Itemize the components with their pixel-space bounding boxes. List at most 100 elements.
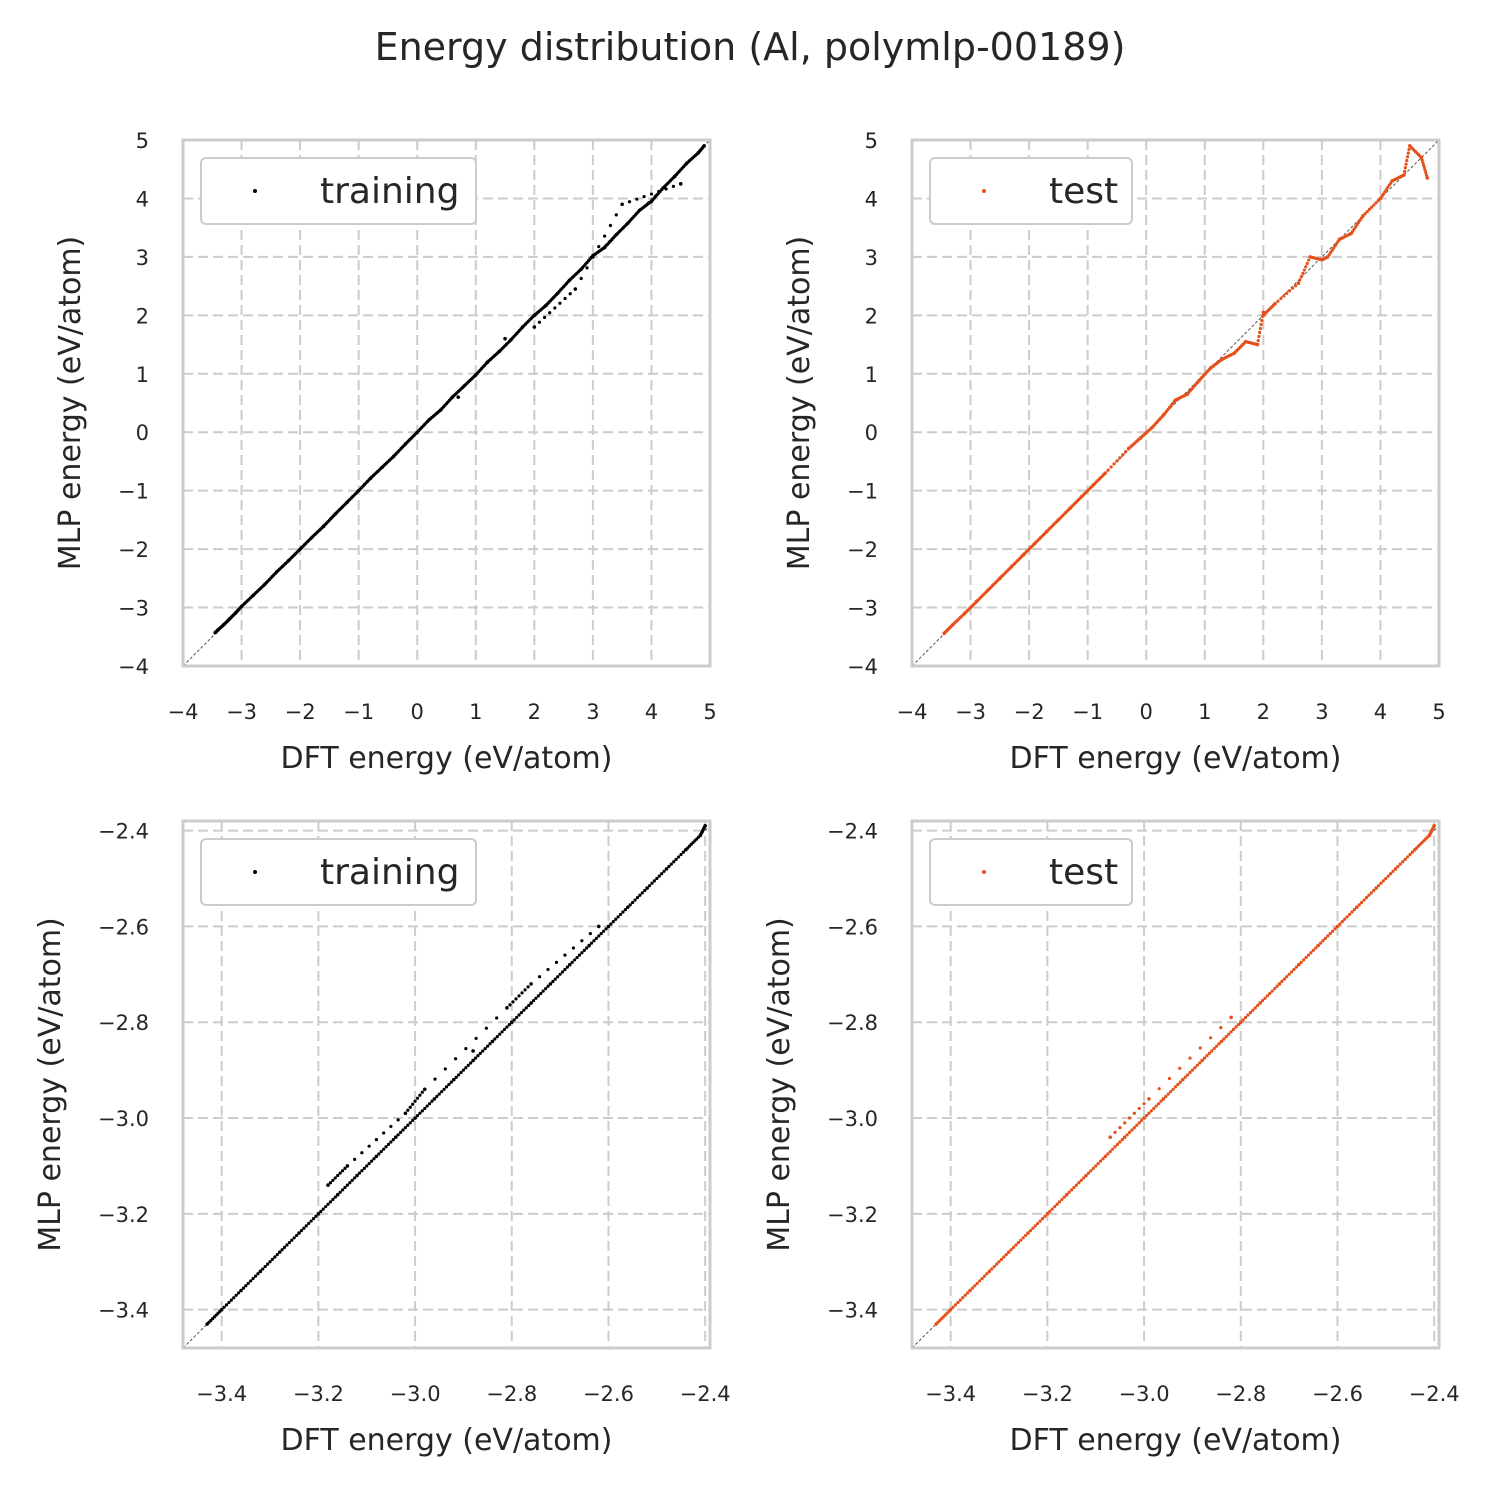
data-point bbox=[464, 1046, 468, 1051]
data-point bbox=[1396, 864, 1400, 869]
data-point bbox=[609, 922, 613, 926]
data-point bbox=[324, 1205, 328, 1209]
data-point bbox=[326, 1202, 330, 1206]
data-point bbox=[1108, 1135, 1113, 1139]
data-point bbox=[1140, 1118, 1144, 1123]
data-point bbox=[382, 1131, 386, 1135]
data-point bbox=[1288, 289, 1292, 293]
data-point bbox=[1422, 166, 1426, 170]
legend-label: training bbox=[320, 171, 459, 212]
data-point bbox=[447, 1082, 451, 1087]
data-point bbox=[464, 1066, 468, 1070]
data-point bbox=[1236, 1023, 1240, 1027]
data-point bbox=[676, 855, 681, 859]
data-point bbox=[1365, 209, 1369, 214]
data-point bbox=[367, 1161, 371, 1166]
x-tick-label: −4 bbox=[168, 700, 199, 724]
data-point bbox=[355, 1173, 359, 1178]
data-point bbox=[577, 953, 582, 957]
data-point bbox=[642, 195, 646, 199]
x-axis-label: DFT energy (eV/atom) bbox=[1010, 741, 1342, 776]
data-point bbox=[1144, 1114, 1149, 1118]
data-point bbox=[548, 311, 552, 315]
data-point bbox=[638, 893, 642, 897]
data-point bbox=[500, 1030, 504, 1034]
data-point bbox=[411, 1118, 415, 1123]
legend-box bbox=[929, 157, 1133, 225]
data-point bbox=[1287, 972, 1291, 976]
data-point bbox=[678, 182, 683, 186]
data-point bbox=[1292, 967, 1296, 972]
data-point bbox=[1253, 1006, 1257, 1010]
data-point bbox=[532, 325, 537, 329]
data-point bbox=[614, 917, 618, 921]
data-point bbox=[239, 1288, 243, 1293]
axes-frame bbox=[910, 138, 1441, 668]
data-point bbox=[287, 1241, 291, 1245]
data-point bbox=[1137, 437, 1141, 441]
data-point bbox=[1043, 1214, 1047, 1218]
data-point bbox=[413, 1099, 417, 1103]
data-point bbox=[523, 988, 527, 992]
data-point bbox=[1060, 1197, 1064, 1202]
data-point bbox=[1053, 1205, 1057, 1209]
data-point bbox=[1178, 1066, 1182, 1070]
data-point bbox=[331, 1178, 335, 1182]
data-point bbox=[1408, 852, 1412, 857]
data-point bbox=[623, 908, 627, 912]
data-point bbox=[1331, 929, 1335, 933]
data-point bbox=[1014, 1243, 1018, 1247]
data-point bbox=[696, 835, 701, 839]
data-point bbox=[614, 213, 618, 217]
legend-marker bbox=[982, 189, 986, 193]
data-point bbox=[546, 967, 550, 972]
data-point bbox=[683, 163, 687, 167]
data-point bbox=[529, 982, 533, 986]
data-point bbox=[422, 1087, 427, 1092]
data-point bbox=[251, 1276, 255, 1281]
data-point bbox=[594, 936, 598, 940]
data-point bbox=[996, 578, 1000, 582]
data-point bbox=[263, 1264, 267, 1269]
data-point bbox=[560, 970, 565, 974]
data-point bbox=[1188, 1070, 1192, 1075]
data-point bbox=[1376, 199, 1380, 203]
data-point bbox=[1370, 205, 1374, 209]
data-point bbox=[1347, 912, 1352, 917]
data-point bbox=[432, 1097, 437, 1101]
data-point bbox=[631, 900, 635, 905]
data-point bbox=[437, 1092, 441, 1096]
data-point bbox=[1161, 1097, 1166, 1101]
data-point bbox=[1363, 212, 1367, 216]
data-point bbox=[1229, 1030, 1233, 1034]
data-point bbox=[1036, 1221, 1040, 1226]
data-point bbox=[1257, 334, 1261, 339]
data-point bbox=[1321, 939, 1325, 943]
data-point bbox=[1258, 330, 1262, 335]
data-point bbox=[507, 339, 512, 343]
data-point bbox=[495, 1034, 499, 1039]
data-point bbox=[1369, 891, 1373, 895]
data-point bbox=[268, 1260, 272, 1264]
data-point bbox=[1405, 155, 1410, 159]
data-point bbox=[1379, 881, 1383, 885]
data-point bbox=[1121, 453, 1125, 457]
data-point bbox=[1261, 314, 1265, 319]
data-point bbox=[1389, 181, 1393, 185]
data-point bbox=[1006, 1250, 1011, 1254]
data-point bbox=[1031, 1226, 1035, 1230]
data-point bbox=[558, 301, 562, 305]
data-point bbox=[423, 1106, 427, 1111]
x-tick-label: 0 bbox=[1140, 700, 1153, 724]
data-point bbox=[1219, 358, 1223, 362]
data-point bbox=[975, 1281, 979, 1285]
data-point bbox=[956, 1300, 960, 1305]
data-point bbox=[474, 1036, 478, 1040]
data-point bbox=[515, 1015, 519, 1020]
data-point bbox=[591, 255, 595, 259]
data-point bbox=[950, 624, 954, 628]
data-point bbox=[401, 1128, 405, 1132]
data-point bbox=[648, 200, 652, 205]
data-point bbox=[1270, 989, 1274, 993]
data-point bbox=[1171, 1087, 1175, 1091]
